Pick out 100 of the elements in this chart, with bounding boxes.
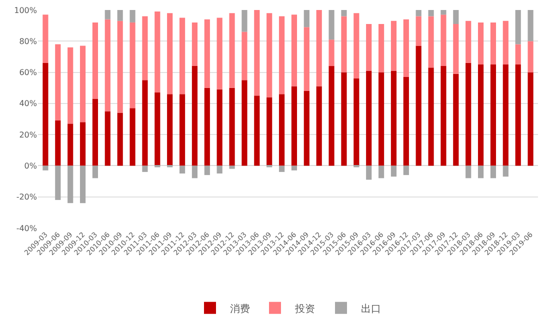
bar: [390, 166, 397, 177]
bar: [304, 27, 310, 91]
bar: [416, 16, 422, 46]
bar: [254, 96, 260, 166]
bar: [142, 16, 148, 80]
bar: [104, 10, 110, 20]
bar: [266, 97, 272, 166]
bar: [179, 166, 186, 174]
bar: [502, 20, 508, 64]
bar: [254, 10, 260, 96]
bar: [378, 72, 384, 166]
bar: [130, 108, 136, 166]
bar: [229, 88, 235, 166]
bar: [341, 72, 347, 166]
bar: [216, 166, 222, 174]
bar: [515, 64, 521, 166]
bar: [478, 22, 484, 64]
bar: [192, 66, 198, 166]
bar: [366, 70, 372, 166]
bar: [55, 120, 61, 166]
bar: [490, 64, 496, 166]
bar: [366, 166, 372, 180]
bar: [478, 64, 484, 166]
bar: [278, 166, 285, 172]
bar: [68, 166, 74, 204]
bar: [117, 10, 123, 21]
bar: [55, 166, 61, 200]
bar: [528, 72, 534, 166]
bar: [154, 92, 160, 166]
bar: [142, 166, 148, 172]
bar: [192, 166, 198, 178]
bar: [378, 24, 384, 72]
bar: [204, 88, 210, 166]
bar: [354, 13, 360, 79]
bar: [390, 70, 397, 166]
bar: [515, 10, 521, 44]
bar: [428, 10, 434, 16]
bar: [117, 20, 123, 113]
bar: [316, 10, 322, 86]
y-tick-label: 100%: [14, 6, 38, 15]
bar: [428, 16, 434, 68]
bar: [403, 76, 409, 166]
bar: [403, 166, 409, 176]
bar: [478, 166, 484, 178]
bar: [291, 14, 298, 86]
bar: [328, 66, 334, 166]
bar: [242, 80, 248, 166]
bar: [502, 64, 508, 166]
bar: [80, 122, 86, 166]
y-tick-label: 0%: [24, 162, 38, 171]
bar: [216, 18, 222, 90]
bar: [453, 24, 459, 74]
bar: [42, 166, 48, 170]
bar: [92, 22, 98, 99]
bar: [229, 166, 235, 169]
bar: [80, 166, 86, 204]
bar: [390, 20, 397, 71]
bar: [242, 10, 248, 32]
bar: [130, 10, 136, 22]
bar: [515, 44, 521, 64]
bar: [453, 10, 459, 24]
bar: [117, 112, 123, 166]
bar: [278, 16, 285, 94]
bar: [130, 22, 136, 108]
bar: [192, 22, 198, 66]
bar: [167, 13, 173, 94]
bar: [366, 24, 372, 71]
bar: [266, 13, 272, 98]
legend-label: 投资: [294, 302, 315, 315]
bar: [316, 86, 322, 166]
bar: [291, 86, 298, 166]
bar: [104, 111, 110, 166]
bar: [204, 166, 210, 176]
bar: [304, 90, 310, 166]
bar: [179, 94, 186, 166]
bar: [502, 166, 508, 177]
bar: [204, 19, 210, 88]
bar: [416, 10, 422, 16]
bar: [92, 166, 98, 178]
bar: [104, 19, 110, 112]
bar: [354, 78, 360, 166]
bar: [278, 94, 285, 166]
bar: [428, 68, 434, 166]
y-tick-label: 40%: [19, 99, 38, 108]
bar: [142, 80, 148, 166]
bar: [403, 19, 409, 77]
bar: [154, 12, 160, 93]
bar: [378, 166, 384, 178]
bar: [179, 18, 186, 94]
bar: [466, 20, 472, 63]
bar: [42, 62, 48, 166]
bar: [490, 22, 496, 64]
bar: [341, 10, 347, 16]
bar: [416, 46, 422, 166]
y-tick-label: 80%: [19, 36, 38, 46]
bar: [466, 166, 472, 178]
bar: [229, 13, 235, 88]
y-tick-label: -20%: [16, 192, 38, 202]
bar: [328, 40, 334, 66]
bar: [528, 10, 534, 42]
